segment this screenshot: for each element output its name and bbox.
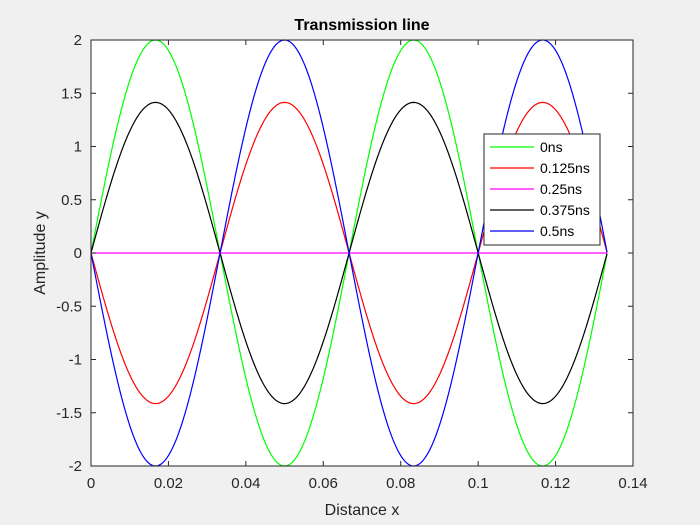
y-tick-label: 0.5 — [61, 192, 82, 209]
legend-label: 0.375ns — [540, 202, 590, 218]
tick-layer: 0 0.02 0.04 0.06 0.08 0.1 0.12 0.14 -2 -1.5 -1 -0.5… — [56, 32, 647, 492]
x-tick-label: 0.02 — [154, 475, 183, 492]
y-tick-label: -2 — [69, 458, 82, 475]
x-tick-label: 0.12 — [541, 475, 570, 492]
legend-label: 0.25ns — [540, 181, 582, 197]
y-tick-label: -0.5 — [56, 298, 82, 315]
legend-label: 0ns — [540, 139, 563, 155]
chart-title: Transmission line — [294, 17, 429, 34]
y-tick-label: 2 — [74, 32, 82, 49]
y-tick-label: 1.5 — [61, 85, 82, 102]
x-axis-label: Distance x — [325, 502, 400, 519]
x-tick-label: 0.06 — [309, 475, 338, 492]
y-axis-label: Amplitude y — [32, 211, 49, 295]
x-tick-label: 0.14 — [618, 475, 647, 492]
legend-label: 0.5ns — [540, 223, 574, 239]
y-tick-label: -1 — [69, 352, 82, 369]
x-tick-label: 0.1 — [468, 475, 489, 492]
x-tick-label: 0 — [87, 475, 95, 492]
series-line-4 — [90, 39, 608, 467]
y-tick-label: 1 — [74, 139, 82, 156]
x-tick-label: 0.04 — [231, 475, 260, 492]
legend: 0ns 0.125ns 0.25ns 0.375ns 0.5ns — [483, 133, 601, 246]
series-layer — [90, 39, 608, 467]
y-tick-label: -1.5 — [56, 405, 82, 422]
x-tick-label: 0.08 — [386, 475, 415, 492]
legend-label: 0.125ns — [540, 160, 590, 176]
y-tick-label: 0 — [74, 245, 82, 262]
